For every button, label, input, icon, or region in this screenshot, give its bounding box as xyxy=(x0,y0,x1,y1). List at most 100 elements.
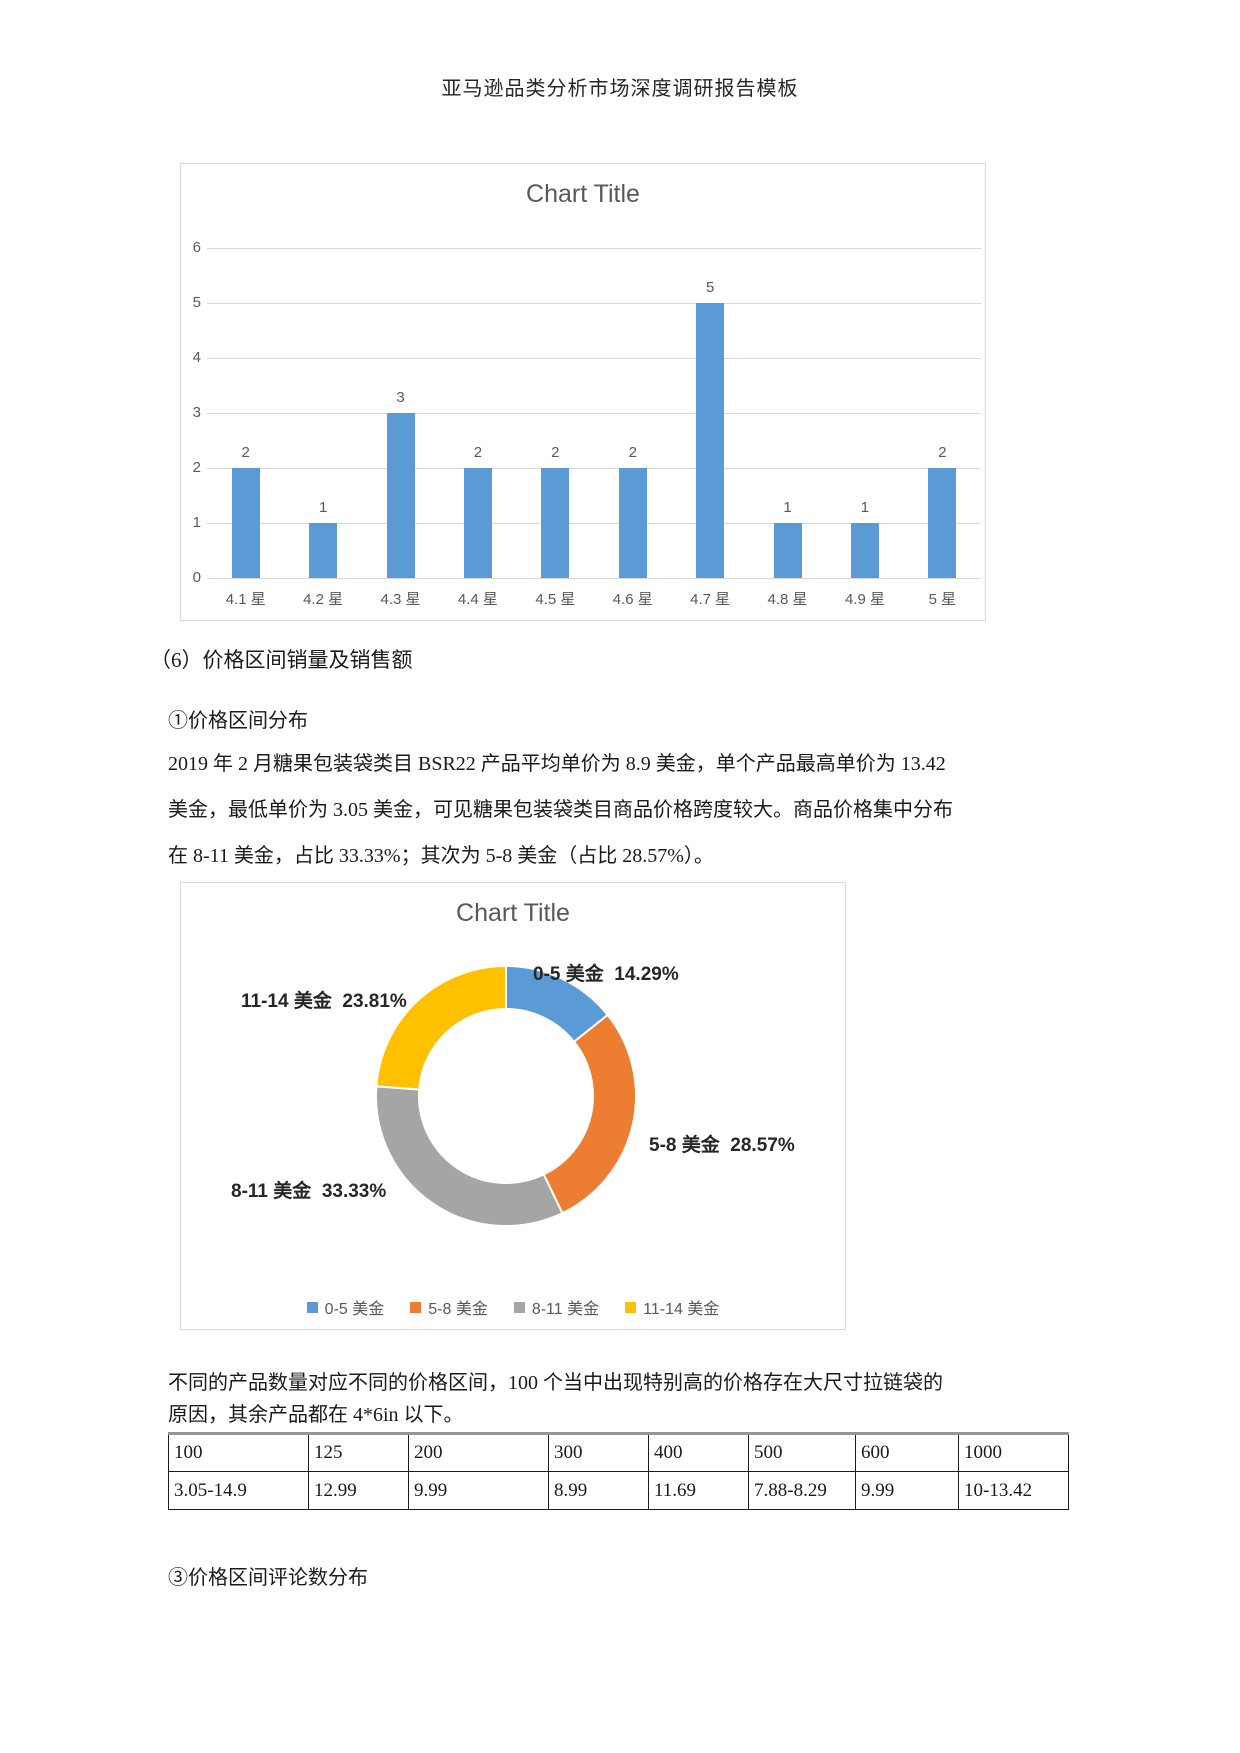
legend-swatch-icon xyxy=(625,1301,637,1313)
legend-label: 8-11 美金 xyxy=(531,1301,600,1318)
legend-swatch-icon xyxy=(513,1301,525,1313)
table-cell: 1000 xyxy=(958,1433,1069,1472)
bar-slot: 2 xyxy=(517,248,594,578)
donut-data-label: 5-8 美金 28.57% xyxy=(649,1135,795,1156)
bar-value-label: 2 xyxy=(241,444,250,461)
x-tick-label: 4.5 星 xyxy=(535,591,576,608)
bar xyxy=(618,468,647,578)
bar-chart-plot-area: 2 1 3 2 2 2 5 1 1 2 xyxy=(207,247,981,579)
table-cell: 11.69 xyxy=(648,1471,749,1510)
y-tick-label: 0 xyxy=(192,569,201,586)
y-tick-label: 6 xyxy=(192,239,201,256)
x-tick-label: 4.2 星 xyxy=(303,591,344,608)
bar-slot: 1 xyxy=(749,248,826,578)
y-tick-label: 4 xyxy=(192,349,201,366)
y-tick-label: 5 xyxy=(192,294,201,311)
subsection-heading-3: ③价格区间评论数分布 xyxy=(168,1567,368,1589)
donut-slice xyxy=(375,964,507,1091)
paragraph-product-sizes: 不同的产品数量对应不同的价格区间，100 个当中出现特别高的价格存在大尺寸拉链袋… xyxy=(168,1367,1100,1431)
table-cell: 9.99 xyxy=(408,1471,549,1510)
subsection-heading-1: ①价格区间分布 xyxy=(168,710,308,732)
gridline xyxy=(207,577,981,579)
bar xyxy=(541,468,570,578)
bar xyxy=(928,468,957,578)
paragraph-line: 原因，其余产品都在 4*6in 以下。 xyxy=(168,1404,464,1426)
table-row: 3.05-14.9 12.99 9.99 8.99 11.69 7.88-8.29 9.99… xyxy=(168,1471,1069,1510)
bar-slot: 2 xyxy=(439,248,516,578)
table-cell: 7.88-8.29 xyxy=(748,1471,856,1510)
table-cell: 3.05-14.9 xyxy=(168,1471,309,1510)
table-cell: 600 xyxy=(855,1433,959,1472)
donut-data-label: 0-5 美金 14.29% xyxy=(533,964,679,985)
paragraph-line: 不同的产品数量对应不同的价格区间，100 个当中出现特别高的价格存在大尺寸拉链袋… xyxy=(168,1372,943,1394)
table-cell: 400 xyxy=(648,1433,749,1472)
bar-slot: 2 xyxy=(594,248,671,578)
paragraph-line: 2019 年 2 月糖果包装袋类目 BSR22 产品平均单价为 8.9 美金，单… xyxy=(168,753,946,775)
table-cell: 125 xyxy=(308,1433,409,1472)
donut-data-label: 11-14 美金 23.81% xyxy=(241,991,407,1012)
bar-slot: 1 xyxy=(826,248,903,578)
y-tick-label: 2 xyxy=(192,459,201,476)
y-tick-label: 1 xyxy=(192,514,201,531)
bar-chart: Chart Title 0 1 2 3 4 5 6 2 1 3 2 2 2 5 1 1 2 4.1 星 4.2 … xyxy=(180,163,986,621)
x-tick-label: 4.8 星 xyxy=(767,591,808,608)
table-cell: 500 xyxy=(748,1433,856,1472)
bar-chart-bars: 2 1 3 2 2 2 5 1 1 2 xyxy=(207,248,981,578)
legend-swatch-icon xyxy=(410,1301,422,1313)
legend-item: 8-11 美金 xyxy=(513,1295,600,1319)
legend-item: 5-8 美金 xyxy=(410,1295,488,1319)
bar-value-label: 2 xyxy=(938,444,947,461)
table-cell: 8.99 xyxy=(548,1471,649,1510)
table-cell: 100 xyxy=(168,1433,309,1472)
donut-chart: Chart Title 0-5 美金 14.29% 5-8 美金 28.57% 8-… xyxy=(180,882,846,1330)
document-header-title: 亚马逊品类分析市场深度调研报告模板 xyxy=(441,78,799,100)
bar-value-label: 1 xyxy=(318,499,328,516)
bar xyxy=(231,468,260,578)
donut-chart-title: Chart Title xyxy=(456,899,570,927)
table-row: 100 125 200 300 400 500 600 1000 xyxy=(168,1433,1069,1472)
bar-value-label: 1 xyxy=(783,499,792,516)
gridline xyxy=(207,357,981,359)
bar-value-label: 5 xyxy=(705,279,715,296)
gridline xyxy=(207,412,981,414)
donut-chart-ring xyxy=(374,964,637,1227)
bar-slot: 2 xyxy=(207,248,284,578)
x-tick-label: 4.7 星 xyxy=(690,591,731,608)
bar-value-label: 3 xyxy=(396,389,405,406)
table-cell: 10-13.42 xyxy=(958,1471,1069,1510)
donut-data-label: 8-11 美金 33.33% xyxy=(231,1181,387,1202)
table-cell: 12.99 xyxy=(308,1471,409,1510)
donut-slice xyxy=(374,1085,564,1227)
donut-slice xyxy=(542,1013,637,1215)
section-heading-6: （6）价格区间销量及销售额 xyxy=(150,648,413,672)
gridline xyxy=(207,247,981,249)
x-tick-label: 4.9 星 xyxy=(844,591,885,608)
paragraph-price-distribution: 2019 年 2 月糖果包装袋类目 BSR22 产品平均单价为 8.9 美金，单… xyxy=(168,741,1100,879)
x-tick-label: 4.3 星 xyxy=(380,591,421,608)
bar xyxy=(386,413,415,578)
legend-label: 11-14 美金 xyxy=(643,1301,720,1318)
legend-label: 0-5 美金 xyxy=(324,1301,385,1318)
y-tick-label: 3 xyxy=(192,404,201,421)
bar-slot: 5 xyxy=(671,248,748,578)
paragraph-line: 在 8-11 美金，占比 33.33%；其次为 5-8 美金（占比 28.57%… xyxy=(168,845,714,867)
bar-value-label: 2 xyxy=(551,444,560,461)
bar-chart-title: Chart Title xyxy=(526,180,640,208)
bar-value-label: 2 xyxy=(473,444,483,461)
bar-value-label: 2 xyxy=(628,444,637,461)
x-tick-label: 4.4 星 xyxy=(457,591,498,608)
table-cell: 300 xyxy=(548,1433,649,1472)
legend-item: 0-5 美金 xyxy=(306,1295,385,1319)
gridline xyxy=(207,522,981,524)
price-table: 100 125 200 300 400 500 600 1000 3.05-14.9 12.99 9… xyxy=(168,1432,1069,1510)
bar xyxy=(463,468,492,578)
donut-chart-legend: 0-5 美金 5-8 美金 8-11 美金 11-14 美金 xyxy=(181,1295,845,1319)
legend-swatch-icon xyxy=(306,1301,318,1313)
gridline xyxy=(207,467,981,469)
bar-chart-x-axis: 4.1 星 4.2 星 4.3 星 4.4 星 4.5 星 4.6 星 4.7 星 4.8 星… xyxy=(207,588,981,609)
gridline xyxy=(207,302,981,304)
x-tick-label: 4.1 星 xyxy=(225,591,266,608)
bar-slot: 2 xyxy=(904,248,981,578)
table-cell: 9.99 xyxy=(855,1471,959,1510)
